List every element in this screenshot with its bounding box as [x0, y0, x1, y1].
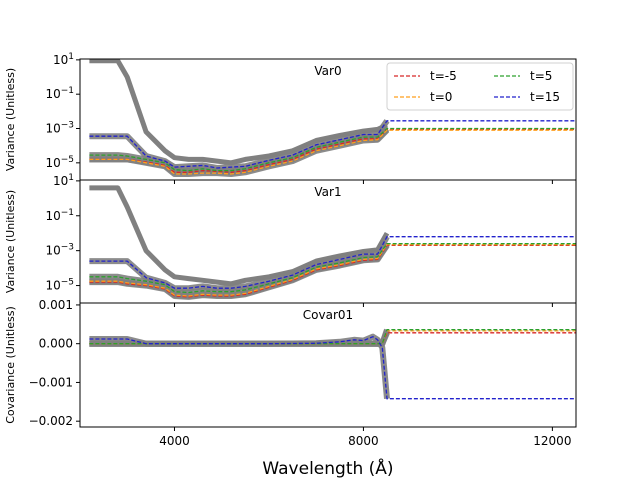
series-t=0	[89, 243, 576, 297]
y-tick-label: 10−5	[45, 278, 74, 293]
panel-title: Var1	[314, 185, 341, 199]
x-tick-label: 12000	[533, 434, 571, 448]
legend: t=-5 t=5 t=0 t=15	[386, 62, 574, 111]
series-t=-5	[89, 244, 576, 298]
series-t=0	[89, 129, 576, 175]
plot-area-var0	[89, 59, 576, 177]
legend-label-t=0: t=0	[430, 90, 452, 104]
y-tick-label: 101	[53, 52, 74, 67]
y-axis-label: Covariance (Unitless)	[4, 306, 17, 424]
legend-box	[386, 62, 574, 111]
y-tick-label: −0.002	[29, 414, 73, 428]
series-t=15	[89, 236, 576, 289]
legend-label-t=5: t=5	[530, 69, 552, 83]
x-axis-label: Wavelength (Å)	[262, 457, 393, 479]
y-tick-label: 10−1	[45, 208, 74, 223]
x-tick-label: 4000	[159, 434, 190, 448]
panel-title: Var0	[314, 64, 341, 78]
y-tick-label: −0.001	[29, 375, 73, 389]
y-tick-label: 10−5	[45, 155, 74, 170]
axes-frame	[79, 302, 577, 428]
series-t=5	[89, 243, 576, 294]
panel-title: Covar01	[303, 308, 353, 322]
y-tick-label: 10−3	[45, 243, 74, 258]
plot-area-covar01	[89, 328, 576, 400]
panel-covar01: 0.001 0.000 −0.001 −0.002 4000 8000 12000 Covar…	[4, 298, 577, 448]
plot-area-var1	[89, 185, 576, 300]
legend-label-t=15: t=15	[530, 90, 560, 104]
series-t=-5	[89, 128, 576, 173]
y-tick-label: 101	[53, 173, 74, 188]
series-t=5	[89, 127, 576, 172]
y-axis-label: Variance (Unitless)	[4, 68, 17, 171]
series-t=5	[89, 329, 576, 345]
legend-label-t=-5: t=-5	[430, 69, 457, 83]
panel-var0: 101 10−1 10−3 10−5 Var0 Variance (Unitless)	[4, 52, 577, 184]
y-axis-label: Variance (Unitless)	[4, 190, 17, 293]
series-model-gray	[89, 185, 390, 287]
panel-var1: 101 10−1 10−3 10−5 Var1 Variance (Unitless)	[4, 173, 577, 307]
series-t=15	[89, 335, 576, 400]
y-tick-label: 10−3	[45, 121, 74, 136]
y-tick-label: 0.001	[39, 298, 73, 312]
series-model-gray	[89, 59, 389, 166]
gray-band-t=15	[89, 333, 390, 399]
series-t=15	[89, 120, 576, 169]
x-tick-label: 8000	[348, 434, 379, 448]
y-tick-label: 10−1	[45, 86, 74, 101]
y-tick-label: 0.000	[39, 337, 73, 351]
